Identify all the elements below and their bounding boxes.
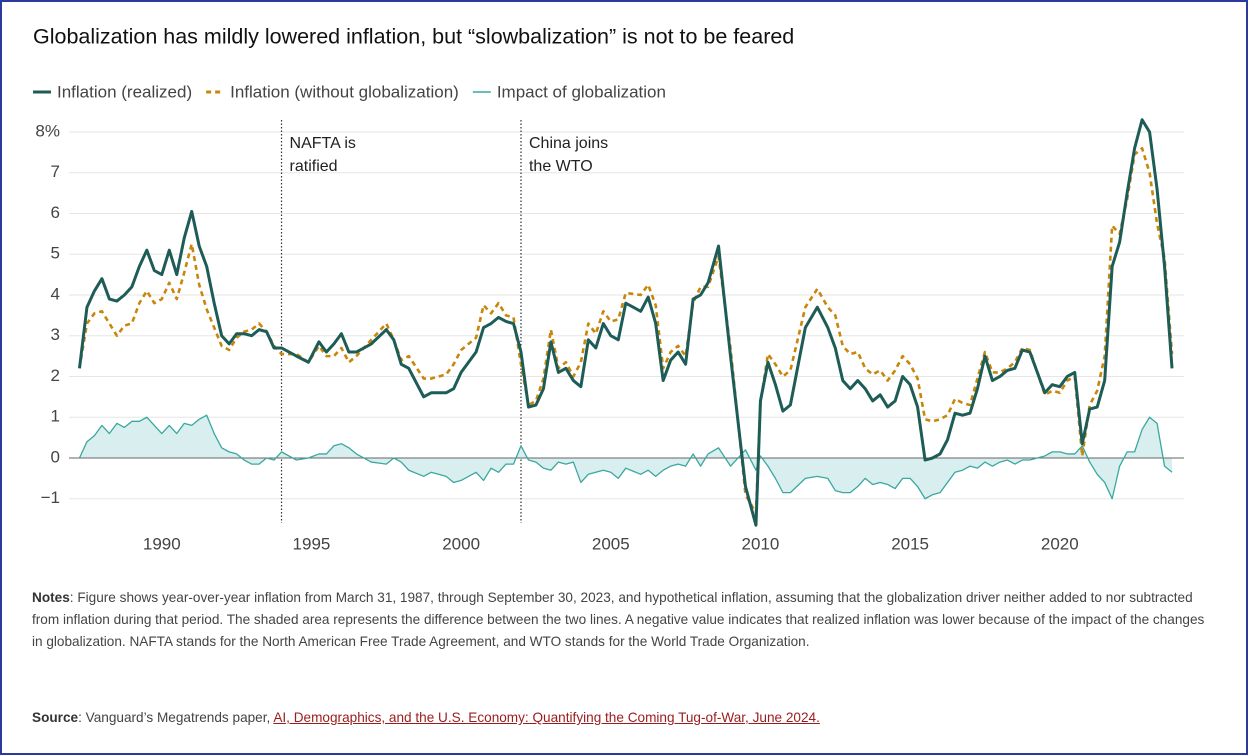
y-tick-label: −1 (41, 488, 60, 507)
notes-text: : Figure shows year-over-year inflation … (32, 590, 1205, 649)
y-tick-label: 7 (51, 162, 60, 181)
source: Source: Vanguard’s Megatrends paper, AI,… (32, 707, 1212, 729)
x-tick-label: 2000 (442, 534, 480, 553)
source-link[interactable]: AI, Demographics, and the U.S. Economy: … (273, 710, 820, 725)
y-tick-label: 4 (51, 284, 60, 303)
annotation-text: ratified (290, 158, 338, 175)
annotation-text: the WTO (529, 158, 593, 175)
notes: Notes: Figure shows year-over-year infla… (32, 587, 1212, 653)
annotation-text: China joins (529, 135, 608, 152)
y-tick-label: 8% (35, 121, 60, 140)
x-tick-label: 1990 (143, 534, 181, 553)
y-tick-label: 1 (51, 407, 60, 426)
y-tick-label: 5 (51, 244, 60, 263)
series-line (78, 414, 1173, 500)
series-line (78, 146, 1174, 515)
notes-label: Notes (32, 590, 70, 605)
impact-area (79, 415, 1173, 499)
x-tick-label: 2015 (891, 534, 929, 553)
legend-label: Impact of globalization (497, 82, 666, 101)
y-tick-label: 0 (51, 447, 60, 466)
x-tick-label: 2020 (1041, 534, 1079, 553)
source-text: : Vanguard’s Megatrends paper, (78, 710, 274, 725)
y-tick-label: 2 (51, 366, 60, 385)
legend-label: Inflation (without globalization) (230, 82, 459, 101)
x-tick-label: 1995 (293, 534, 331, 553)
x-tick-label: 2010 (742, 534, 780, 553)
source-label: Source (32, 710, 79, 725)
annotation-text: NAFTA is (290, 135, 356, 152)
chart: Globalization has mildly lowered inflati… (33, 25, 1184, 553)
chart-title: Globalization has mildly lowered inflati… (33, 25, 794, 49)
series-line (77, 118, 1174, 527)
y-tick-label: 3 (51, 325, 60, 344)
x-tick-label: 2005 (592, 534, 630, 553)
y-tick-label: 6 (51, 203, 60, 222)
legend-label: Inflation (realized) (57, 82, 192, 101)
